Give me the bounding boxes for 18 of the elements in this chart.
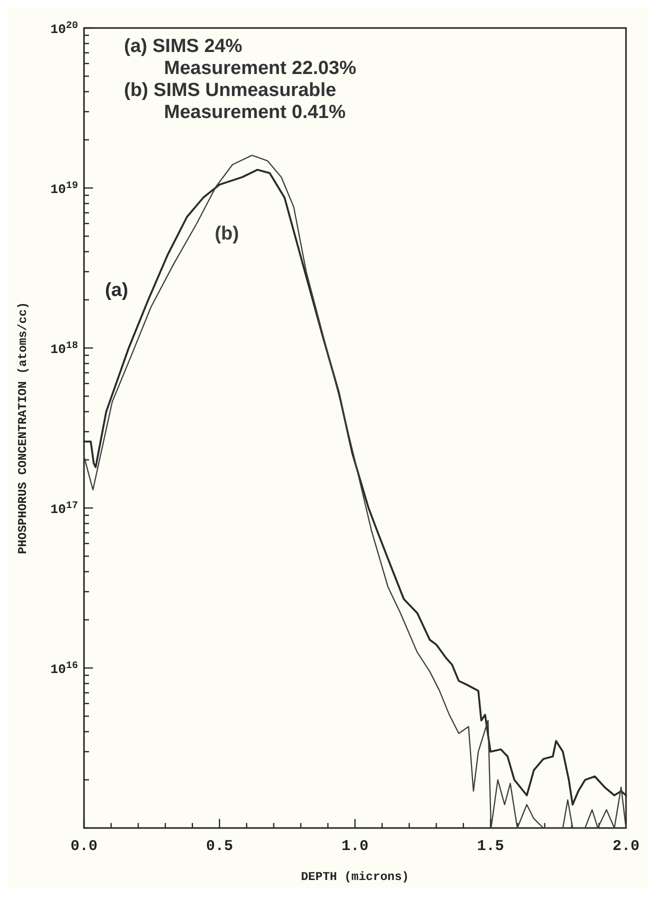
annotation: (b) SIMS Unmeasurable	[124, 80, 336, 101]
y-tick-label: 10$^{19}$	[50, 180, 78, 197]
x-tick-label: 1.5	[476, 838, 504, 855]
series-label: (b)	[214, 223, 239, 244]
y-axis-title: PHOSPHORUS CONCENTRATION (atoms/cc)	[16, 302, 30, 554]
x-tick-label: 1.0	[341, 838, 369, 855]
y-tick-label: 10$^{17}$	[50, 500, 78, 517]
annotation: (a) SIMS 24%	[124, 36, 242, 57]
annotation: Measurement 22.03%	[164, 58, 356, 79]
x-axis-title: DEPTH (microns)	[300, 870, 410, 884]
y-tick-label: 10$^{18}$	[50, 340, 78, 357]
x-tick-label: 0.0	[70, 838, 98, 855]
y-tick-label: 10$^{16}$	[50, 660, 78, 677]
x-tick-label: 2.0	[612, 838, 640, 855]
y-tick-label: 10$^{20}$	[50, 20, 78, 37]
x-tick-label: 0.5	[206, 838, 234, 855]
annotation: Measurement 0.41%	[164, 102, 346, 123]
series-label: (a)	[104, 280, 128, 301]
